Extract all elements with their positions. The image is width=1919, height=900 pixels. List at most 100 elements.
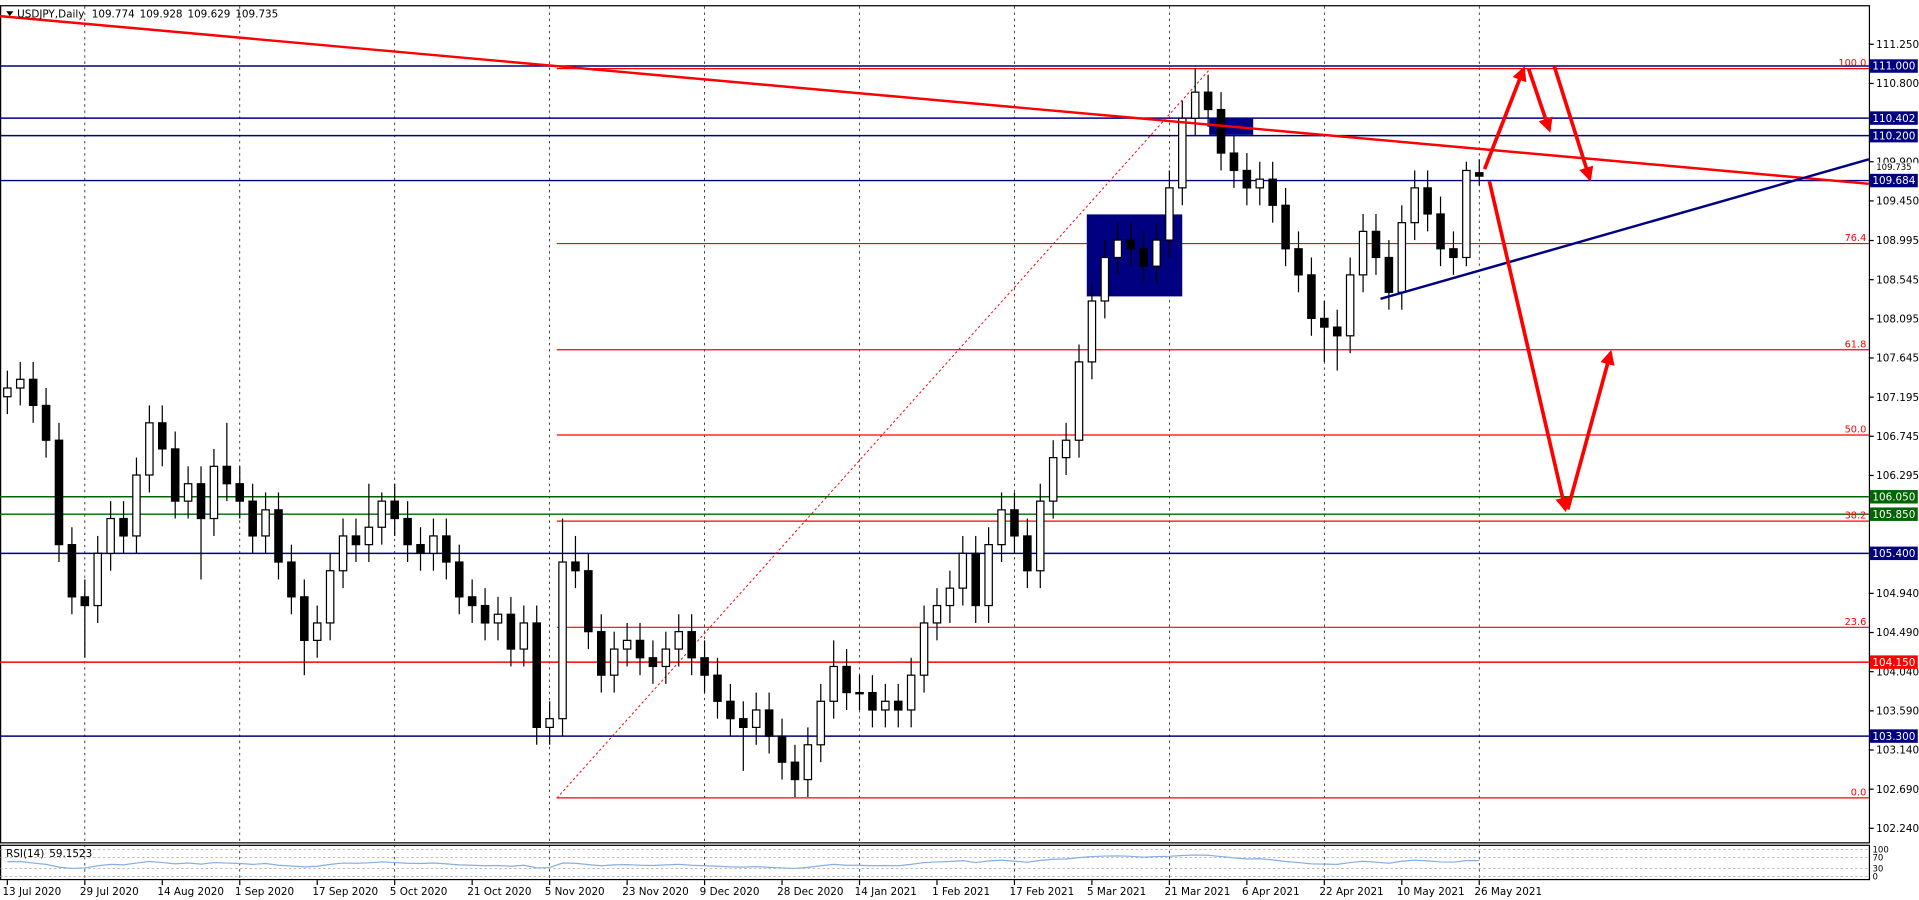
- y-tick-label: 111.250: [1876, 39, 1919, 51]
- x-tick-label: 9 Dec 2020: [700, 886, 760, 898]
- candle-body: [145, 422, 154, 476]
- y-tick-label: 109.450: [1876, 196, 1919, 208]
- candle-body: [1087, 300, 1097, 363]
- candle-body: [1307, 274, 1316, 320]
- y-tick-label: 104.040: [1876, 666, 1919, 678]
- price-tag-label: 109.735: [1876, 163, 1911, 173]
- candle-body: [1410, 187, 1419, 224]
- candle-body: [1152, 239, 1161, 267]
- candle-body: [1397, 222, 1407, 293]
- candle-body: [829, 665, 838, 702]
- candle-body: [287, 561, 296, 598]
- candle-body: [1216, 108, 1226, 154]
- level-tag: [1870, 490, 1918, 504]
- y-tick-label: 106.295: [1876, 470, 1919, 482]
- level-tag: [1870, 729, 1918, 743]
- candle-body: [674, 631, 684, 650]
- candle-body: [416, 544, 425, 554]
- header: USDJPY,Daily 109.774 109.928 109.629 109.735: [17, 8, 278, 20]
- candle-body: [1074, 361, 1084, 441]
- y-tick-label: 108.545: [1876, 274, 1919, 286]
- candle-body: [635, 639, 645, 659]
- symbol: USDJPY,Daily: [17, 8, 84, 20]
- candle-body: [170, 448, 180, 502]
- y-tick-label: 103.590: [1876, 706, 1919, 718]
- candle-body: [106, 517, 115, 554]
- candle-body: [816, 700, 826, 746]
- candle-body: [467, 596, 477, 607]
- candle-body: [687, 631, 696, 659]
- candle-body: [842, 665, 851, 694]
- candle-body: [609, 648, 619, 676]
- candle-body: [364, 526, 374, 546]
- candle-body: [1449, 248, 1458, 259]
- collapse-icon: [6, 11, 14, 17]
- forecast-arrow: [1552, 65, 1594, 182]
- candle-body: [945, 587, 955, 607]
- x-tick-label: 21 Oct 2020: [467, 886, 531, 898]
- x-tick-label: 14 Aug 2020: [157, 886, 224, 898]
- candle-body: [855, 691, 864, 695]
- candle-body: [713, 674, 722, 702]
- candle-body: [429, 535, 438, 554]
- candle-body: [596, 631, 606, 676]
- candle-body: [932, 604, 942, 624]
- rsi-tick-label: 100: [1872, 846, 1888, 856]
- candle-body: [1113, 239, 1123, 259]
- x-tick-label: 23 Nov 2020: [622, 886, 689, 898]
- y-tick-label: 104.490: [1876, 627, 1919, 639]
- low: 109.629: [187, 8, 230, 20]
- x-tick-label: 17 Feb 2021: [1010, 886, 1075, 898]
- trend-line: [1380, 158, 1870, 301]
- y-tick-label: 108.095: [1876, 314, 1919, 326]
- candle-body: [739, 718, 748, 728]
- candle-body: [881, 700, 890, 711]
- candle-body: [119, 517, 128, 537]
- candle-body: [493, 613, 503, 624]
- open: 109.774: [92, 8, 135, 20]
- x-tick-label: 28 Dec 2020: [777, 886, 843, 898]
- candle-body: [28, 378, 38, 407]
- candle-body: [558, 561, 567, 720]
- level-tag-label: 109.684: [1872, 175, 1915, 187]
- x-tick-label: 29 Jul 2020: [80, 886, 139, 898]
- candle-body: [1023, 535, 1032, 572]
- level-tag-label: 105.400: [1872, 548, 1915, 560]
- candle-body: [1048, 457, 1058, 502]
- level-tag: [1870, 655, 1918, 669]
- x-tick-label: 22 Apr 2021: [1319, 886, 1383, 898]
- level-tag: [1870, 546, 1918, 561]
- level-tag-label: 103.300: [1872, 731, 1915, 743]
- candle-body: [1268, 178, 1277, 206]
- close: 109.735: [235, 8, 278, 20]
- level-tag: [1870, 173, 1918, 188]
- candle-body: [1384, 256, 1394, 293]
- candle-body: [183, 483, 193, 502]
- rsi-line: [7, 854, 1480, 870]
- level-tag-label: 111.000: [1872, 61, 1915, 73]
- forecast-arrow: [1565, 349, 1615, 510]
- candle-body: [454, 561, 464, 598]
- candle-body: [1332, 326, 1342, 337]
- forecast-arrow: [1526, 68, 1553, 133]
- x-tick-label: 26 May 2021: [1474, 886, 1542, 898]
- candle-body: [584, 570, 593, 633]
- y-tick-label: 102.690: [1876, 784, 1919, 796]
- candle-body: [3, 387, 12, 398]
- candle-body: [958, 552, 968, 589]
- y-tick-label: 108.995: [1876, 235, 1919, 247]
- candle-body: [80, 596, 90, 607]
- candle-body: [532, 622, 542, 728]
- candle-body: [93, 552, 103, 607]
- x-tick-label: 14 Jan 2021: [855, 886, 917, 898]
- rsi-title: RSI(14): [6, 848, 44, 860]
- candle-body: [132, 474, 141, 537]
- fib-label: 50.0: [1845, 425, 1867, 436]
- x-tick-label: 1 Sep 2020: [235, 886, 294, 898]
- y-tick-label: 106.745: [1876, 431, 1919, 443]
- candle-body: [67, 544, 77, 598]
- level-tag-label: 110.402: [1872, 113, 1915, 125]
- candle-body: [519, 622, 529, 650]
- candle-body: [222, 465, 232, 485]
- y-tick-label: 110.800: [1876, 78, 1919, 90]
